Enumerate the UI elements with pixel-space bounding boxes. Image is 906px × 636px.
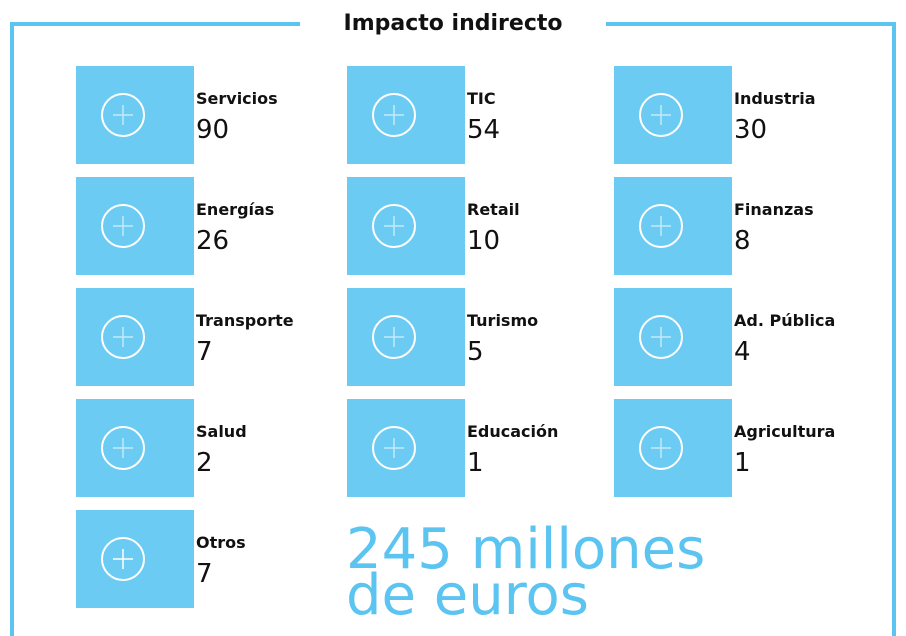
- icon: [372, 93, 416, 137]
- icon: [101, 537, 145, 581]
- sector-value: 7: [196, 337, 213, 367]
- icon-glyph: [651, 105, 671, 125]
- sector-label: Educación: [467, 422, 558, 441]
- icon: [639, 93, 683, 137]
- icon: [372, 315, 416, 359]
- icon: [101, 315, 145, 359]
- icon-glyph: [113, 105, 133, 125]
- icon-glyph: [651, 438, 671, 458]
- icon: [639, 426, 683, 470]
- tile: [347, 399, 465, 497]
- sector-value: 26: [196, 226, 229, 256]
- sector-label: Finanzas: [734, 200, 814, 219]
- icon-glyph: [651, 327, 671, 347]
- icon: [639, 204, 683, 248]
- icon: [372, 426, 416, 470]
- sector-value: 1: [467, 448, 484, 478]
- total-line2: de euros: [346, 563, 589, 628]
- sector-value: 54: [467, 115, 500, 145]
- sector-value: 2: [196, 448, 213, 478]
- icon-glyph: [384, 438, 404, 458]
- tile: [76, 510, 194, 608]
- icon: [101, 204, 145, 248]
- sector-value: 8: [734, 226, 751, 256]
- tile: [614, 399, 732, 497]
- icon-glyph: [113, 327, 133, 347]
- icon-glyph: [384, 105, 404, 125]
- total-line1: 245 millones: [346, 517, 705, 582]
- sector-value: 4: [734, 337, 751, 367]
- icon: [101, 93, 145, 137]
- sector-label: Energías: [196, 200, 274, 219]
- icon-glyph: [113, 549, 133, 569]
- tile: [614, 177, 732, 275]
- sector-value: 30: [734, 115, 767, 145]
- icon: [639, 315, 683, 359]
- icon-glyph: [113, 438, 133, 458]
- sector-label: Industria: [734, 89, 816, 108]
- tile: [76, 288, 194, 386]
- tile: [347, 288, 465, 386]
- tile: [76, 177, 194, 275]
- frame: [10, 22, 896, 636]
- tile: [76, 66, 194, 164]
- tile: [614, 66, 732, 164]
- sector-label: Salud: [196, 422, 247, 441]
- sector-value: 1: [734, 448, 751, 478]
- tile: [347, 66, 465, 164]
- sector-label: Servicios: [196, 89, 278, 108]
- tile: [347, 177, 465, 275]
- sector-label: Retail: [467, 200, 520, 219]
- title: Impacto indirecto: [344, 11, 563, 36]
- icon-glyph: [651, 216, 671, 236]
- icon: [372, 204, 416, 248]
- tile: [614, 288, 732, 386]
- sector-value: 90: [196, 115, 229, 145]
- icon-glyph: [384, 216, 404, 236]
- items: Servicios90TIC54Industria30Energías26Ret…: [76, 66, 835, 608]
- sector-label: Ad. Pública: [734, 311, 835, 330]
- sector-label: Transporte: [196, 311, 294, 330]
- sector-label: Otros: [196, 533, 246, 552]
- icon: [101, 426, 145, 470]
- sector-value: 5: [467, 337, 484, 367]
- icon-glyph: [384, 327, 404, 347]
- tile: [76, 399, 194, 497]
- sector-label: Turismo: [467, 311, 538, 330]
- sector-value: 10: [467, 226, 500, 256]
- sector-label: TIC: [467, 89, 496, 108]
- icon-glyph: [113, 216, 133, 236]
- sector-label: Agricultura: [734, 422, 835, 441]
- sector-value: 7: [196, 559, 213, 589]
